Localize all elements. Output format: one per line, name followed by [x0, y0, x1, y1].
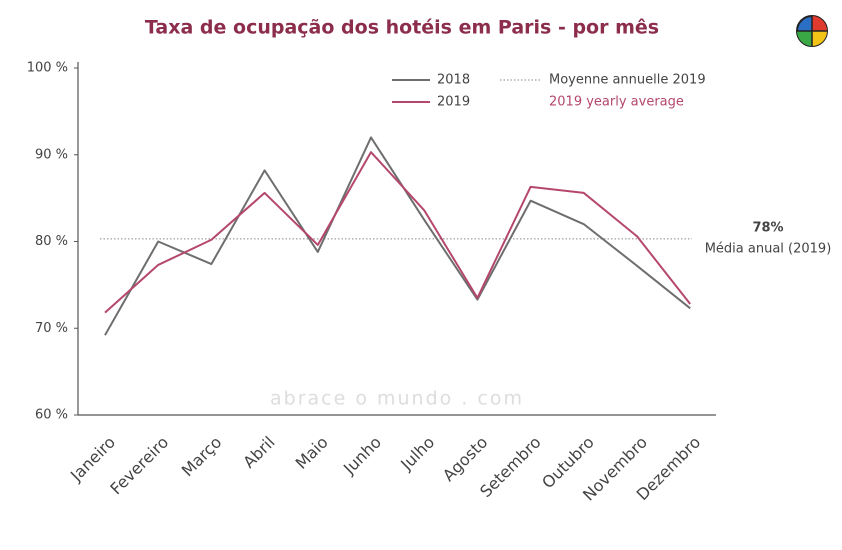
- globe-icon: [796, 15, 828, 47]
- series-line: [104, 136, 691, 336]
- series-line: [104, 151, 691, 314]
- average-note: Média anual (2019): [705, 242, 832, 257]
- y-tick-label: 70 %: [35, 321, 68, 336]
- legend-label: 2019: [437, 95, 470, 110]
- average-annotation: 78%: [752, 221, 783, 236]
- y-tick-label: 60 %: [35, 408, 68, 423]
- legend-label: Moyenne annuelle 2019: [549, 73, 706, 88]
- legend: 2018 2019 Moyenne annuelle 2019 2019 yea…: [392, 73, 706, 110]
- legend-label: 2019 yearly average: [549, 95, 684, 110]
- y-tick-label: 80 %: [35, 234, 68, 249]
- y-tick-label: 90 %: [35, 147, 68, 162]
- y-tick-label: 100 %: [27, 61, 68, 76]
- legend-label: 2018: [437, 73, 470, 88]
- watermark: abrace o mundo . com: [270, 388, 524, 410]
- chart-title: Taxa de ocupação dos hotéis em Paris - p…: [145, 17, 659, 39]
